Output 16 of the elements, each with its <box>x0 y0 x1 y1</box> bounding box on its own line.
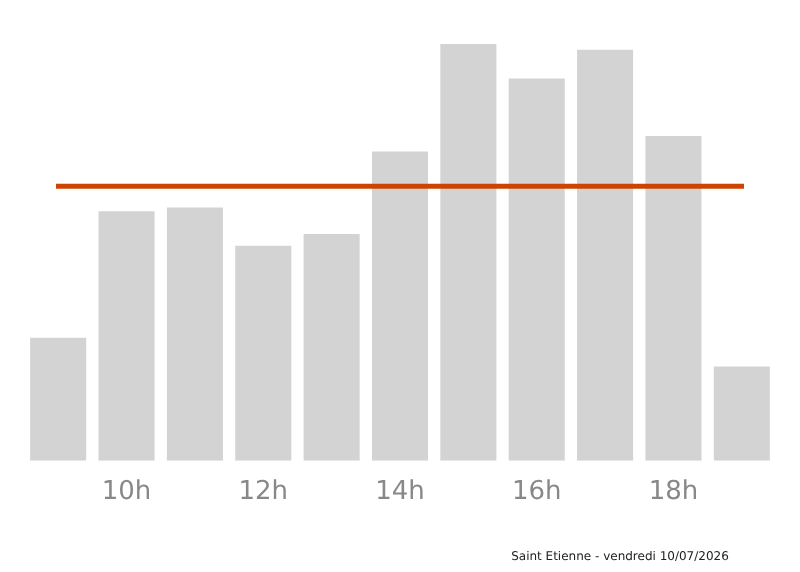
bar <box>508 78 565 461</box>
x-tick-label: 16h <box>511 477 562 508</box>
bar <box>371 151 429 461</box>
bar <box>235 245 292 461</box>
x-tick-label: 12h <box>238 477 289 508</box>
bar <box>440 44 497 461</box>
x-tick-label: 10h <box>101 477 152 508</box>
bar <box>577 49 634 461</box>
bar <box>713 366 770 461</box>
bar <box>166 207 223 461</box>
bar <box>98 211 155 461</box>
bar <box>645 136 702 461</box>
x-tick-label: 14h <box>375 477 425 508</box>
bar <box>30 337 87 461</box>
bar <box>303 234 360 461</box>
x-tick-label: 18h <box>648 477 699 508</box>
